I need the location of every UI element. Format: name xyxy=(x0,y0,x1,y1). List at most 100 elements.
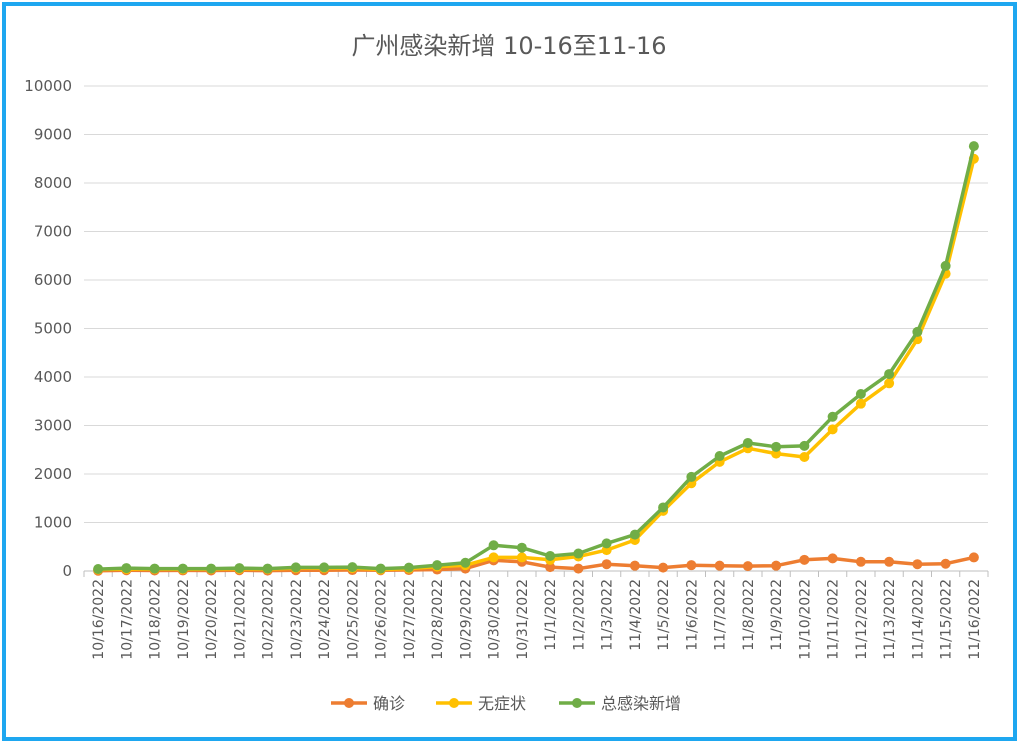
data-point xyxy=(940,558,951,569)
x-tick-label: 11/16/2022 xyxy=(967,579,983,660)
x-tick-label: 10/23/2022 xyxy=(289,579,305,660)
x-tick-label: 10/28/2022 xyxy=(430,579,446,660)
data-point xyxy=(573,563,584,574)
data-point xyxy=(121,563,132,574)
legend-swatch-marker xyxy=(449,698,459,708)
x-tick-label: 10/30/2022 xyxy=(487,579,503,660)
y-tick-label: 9000 xyxy=(34,126,72,144)
data-point xyxy=(460,557,471,568)
data-point xyxy=(940,260,951,271)
x-tick-label: 11/1/2022 xyxy=(543,579,559,651)
x-tick-label: 10/17/2022 xyxy=(119,579,135,660)
data-point xyxy=(149,563,160,574)
data-point xyxy=(686,560,697,571)
data-point xyxy=(488,540,499,551)
data-point xyxy=(601,559,612,570)
x-tick-label: 11/3/2022 xyxy=(600,579,616,651)
x-tick-label: 10/16/2022 xyxy=(91,579,107,660)
x-tick-label: 10/24/2022 xyxy=(317,579,333,660)
data-point xyxy=(799,440,810,451)
data-point xyxy=(234,563,245,574)
x-tick-label: 11/5/2022 xyxy=(656,579,672,651)
data-point xyxy=(714,560,725,571)
legend-swatch-marker xyxy=(572,698,582,708)
data-point xyxy=(516,542,527,553)
data-point xyxy=(855,556,866,567)
data-point xyxy=(855,388,866,399)
data-point xyxy=(912,326,923,337)
x-tick-label: 10/29/2022 xyxy=(458,579,474,660)
data-point xyxy=(545,550,556,561)
series-2 xyxy=(93,141,979,575)
data-point xyxy=(347,562,358,573)
data-point xyxy=(629,560,640,571)
x-tick-label: 11/14/2022 xyxy=(910,579,926,660)
x-tick-label: 10/21/2022 xyxy=(232,579,248,660)
x-tick-label: 10/19/2022 xyxy=(176,579,192,660)
x-tick-label: 11/15/2022 xyxy=(939,579,955,660)
data-point xyxy=(601,538,612,549)
y-tick-label: 0 xyxy=(62,562,72,580)
y-tick-label: 10000 xyxy=(24,77,72,95)
data-point xyxy=(290,562,301,573)
series-line xyxy=(98,145,976,571)
y-tick-label: 2000 xyxy=(34,465,72,483)
x-tick-label: 11/11/2022 xyxy=(826,579,842,660)
x-tick-label: 10/22/2022 xyxy=(261,579,277,660)
data-point xyxy=(375,563,386,574)
data-point xyxy=(799,452,810,463)
legend-label: 无症状 xyxy=(478,694,526,713)
data-point xyxy=(742,561,753,572)
x-tick-label: 11/8/2022 xyxy=(741,579,757,651)
legend-item: 无症状 xyxy=(436,694,526,713)
chart-title: 广州感染新增 10-16至11-16 xyxy=(351,32,666,60)
data-point xyxy=(827,424,838,435)
data-point xyxy=(177,563,188,574)
data-point xyxy=(771,441,782,452)
y-tick-label: 7000 xyxy=(34,223,72,241)
x-tick-label: 11/7/2022 xyxy=(713,579,729,651)
data-point xyxy=(93,564,104,575)
data-point xyxy=(799,554,810,565)
data-point xyxy=(516,552,527,563)
data-point xyxy=(206,563,217,574)
data-point xyxy=(884,556,895,567)
y-tick-label: 6000 xyxy=(34,271,72,289)
x-tick-label: 11/6/2022 xyxy=(684,579,700,651)
legend: 确诊 无症状 总感染新增 xyxy=(331,694,681,713)
series-layer xyxy=(93,141,979,576)
data-point xyxy=(968,141,979,152)
data-point xyxy=(714,451,725,462)
data-point xyxy=(771,560,782,571)
data-point xyxy=(319,562,330,573)
data-point xyxy=(884,369,895,380)
x-tick-label: 10/20/2022 xyxy=(204,579,220,660)
y-tick-label: 3000 xyxy=(34,417,72,435)
data-point xyxy=(827,411,838,422)
y-tick-label: 1000 xyxy=(34,514,72,532)
x-tick-label: 10/31/2022 xyxy=(515,579,531,660)
data-point xyxy=(912,559,923,570)
x-tick-label: 10/26/2022 xyxy=(374,579,390,660)
line-chart: 广州感染新增 10-16至11-16 0 1000 2000 3000 4000 5000… xyxy=(24,32,989,713)
data-point xyxy=(573,548,584,559)
x-tick-label: 10/25/2022 xyxy=(345,579,361,660)
data-point xyxy=(827,553,838,564)
data-point xyxy=(884,378,895,389)
data-point xyxy=(742,437,753,448)
x-tick-label: 11/2/2022 xyxy=(571,579,587,651)
legend-swatch-marker xyxy=(344,698,354,708)
x-axis: 10/16/2022 10/17/2022 10/18/2022 10/19/2022… xyxy=(83,570,989,660)
data-point xyxy=(432,560,443,571)
x-tick-label: 11/9/2022 xyxy=(769,579,785,651)
data-point xyxy=(488,552,499,563)
data-point xyxy=(968,552,979,563)
legend-label: 确诊 xyxy=(373,694,405,713)
series-line xyxy=(98,158,976,572)
data-point xyxy=(403,562,414,573)
x-tick-label: 11/13/2022 xyxy=(882,579,898,660)
x-tick-label: 11/12/2022 xyxy=(854,579,870,660)
x-tick-label: 10/27/2022 xyxy=(402,579,418,660)
y-tick-label: 5000 xyxy=(34,320,72,338)
